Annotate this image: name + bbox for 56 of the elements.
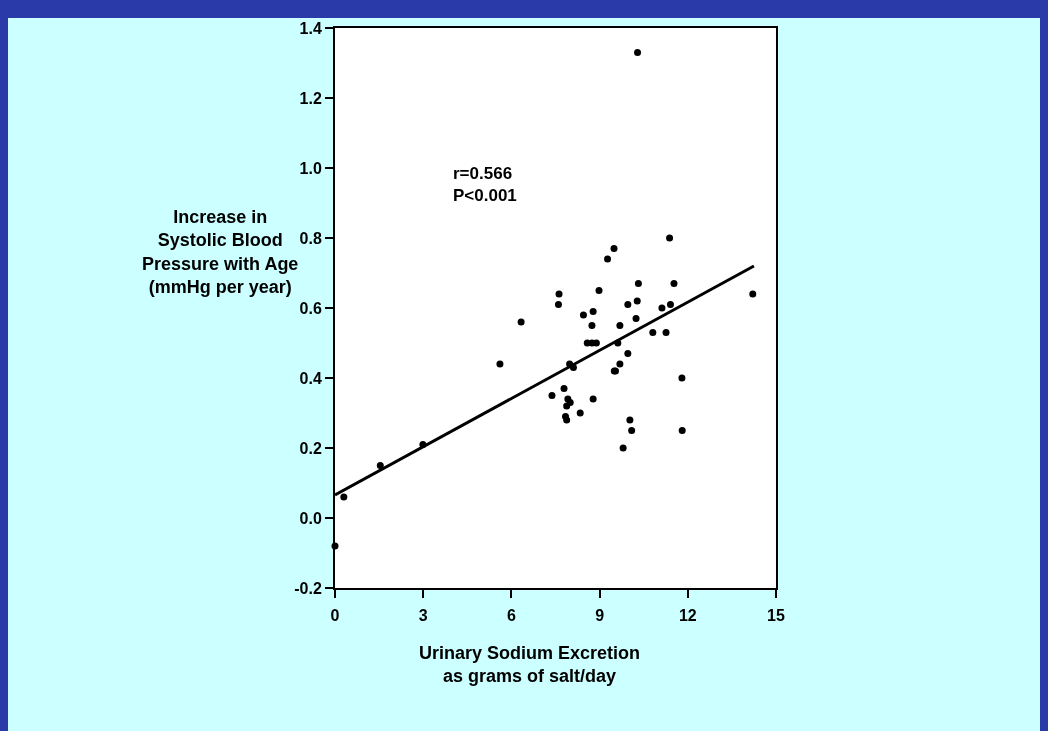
x-tick-label: 12 (678, 607, 697, 625)
point (376, 462, 384, 469)
y-tick-label: 0.4 (299, 369, 322, 387)
point (749, 290, 757, 298)
point (566, 399, 574, 406)
y-tick-label: 1.2 (299, 89, 322, 107)
point (589, 308, 597, 315)
x-tick-label: 9 (595, 607, 605, 625)
point (604, 255, 612, 263)
point (595, 287, 603, 294)
point (548, 392, 556, 399)
point (588, 322, 596, 329)
y-tick-label: 0.8 (299, 229, 322, 247)
x-tick-label: 0 (330, 607, 340, 625)
y-axis-title: Increase in Systolic Blood Pressure with Age (mmHg per year) (142, 207, 299, 298)
point (666, 234, 674, 242)
point (632, 315, 640, 322)
point (634, 280, 642, 287)
point (678, 374, 686, 382)
point (626, 416, 634, 424)
point (340, 493, 348, 501)
point (579, 311, 587, 319)
x-tick-label: 15 (767, 607, 785, 625)
point (662, 329, 670, 336)
point (624, 301, 632, 308)
point (610, 245, 618, 252)
y-tick-label: 0.2 (299, 439, 322, 457)
point (576, 409, 584, 417)
point (616, 322, 624, 329)
point (658, 304, 666, 312)
point (554, 301, 562, 308)
point (496, 360, 504, 368)
point (628, 427, 636, 434)
point (670, 280, 678, 287)
point (634, 49, 642, 56)
point (560, 385, 568, 392)
y-tick-label: -0.2 (294, 579, 322, 597)
point (619, 444, 627, 452)
point (633, 297, 641, 305)
y-tick-label: 1.0 (299, 159, 322, 177)
annotation: r=0.566 P<0.001 (453, 164, 517, 206)
x-tick-label: 6 (506, 607, 516, 625)
point (666, 301, 674, 308)
point (649, 329, 657, 336)
point (624, 350, 632, 357)
x-axis-title: Urinary Sodium Excretion as grams of salt/day (419, 643, 641, 687)
point (589, 395, 597, 403)
y-tick-label: 1.4 (299, 19, 322, 37)
point (616, 360, 624, 368)
x-tick-label: 3 (418, 607, 428, 625)
point (563, 416, 571, 424)
point (678, 427, 686, 434)
point (517, 318, 525, 326)
point (555, 290, 563, 298)
y-tick-label: 0.0 (299, 509, 322, 527)
y-tick-label: 0.6 (299, 299, 322, 317)
